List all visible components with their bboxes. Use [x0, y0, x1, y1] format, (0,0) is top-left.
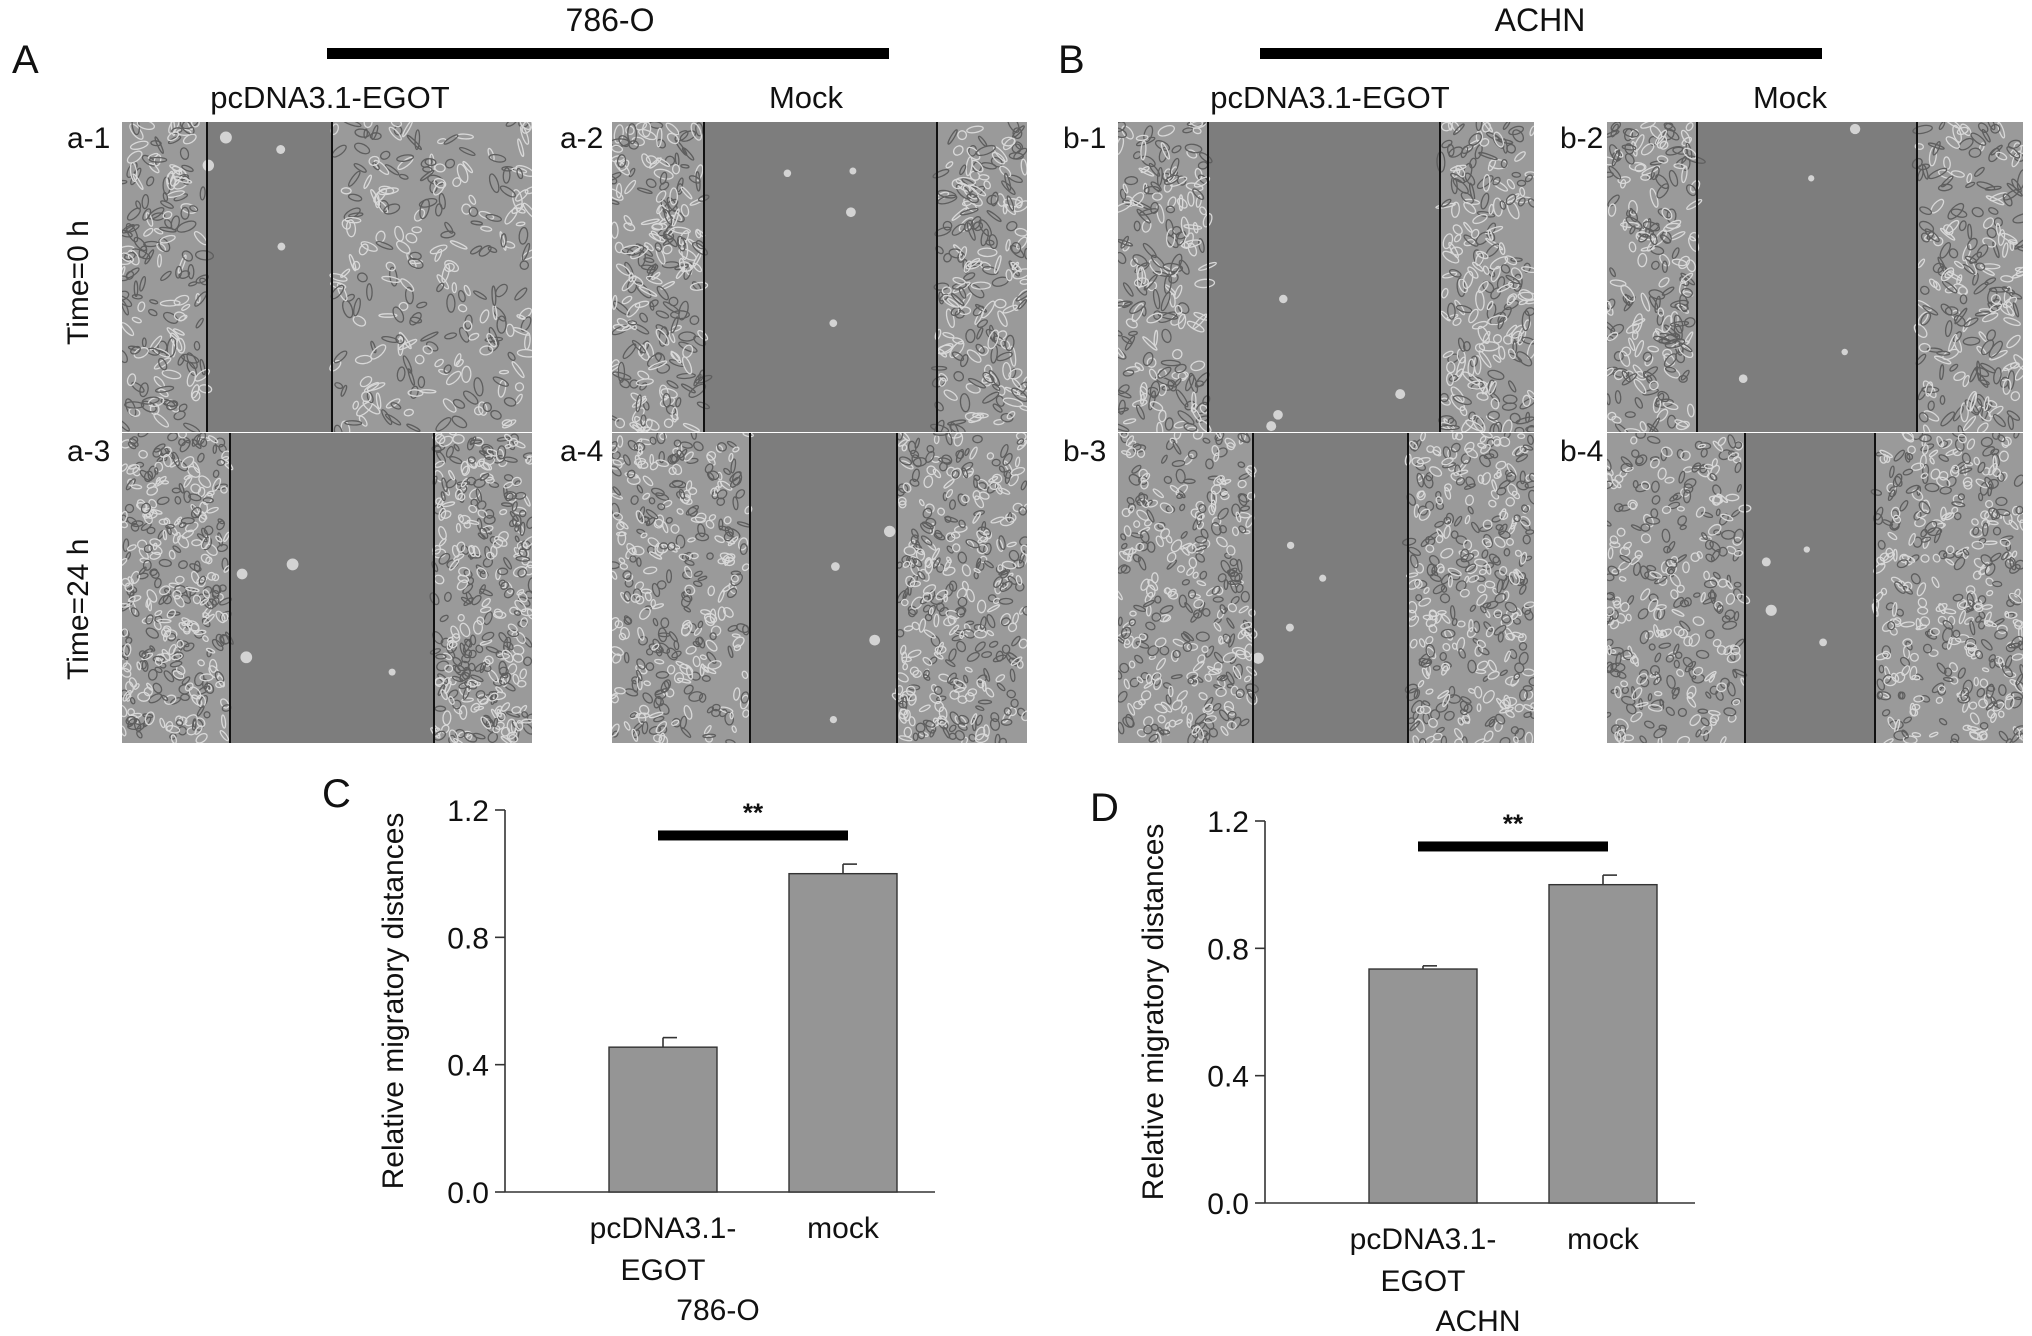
x-tick-label: mock [807, 1212, 880, 1245]
bar [608, 1046, 718, 1193]
image-label-b2: b-2 [1560, 122, 1604, 155]
x-tick-label: pcDNA3.1- [590, 1212, 737, 1245]
bar [1368, 968, 1478, 1204]
cell-line-bar-786o [327, 48, 889, 59]
micrograph-b3 [1118, 433, 1534, 743]
significance-bar [658, 830, 848, 841]
significance-label: ** [1503, 808, 1524, 838]
y-tick-label: 0.0 [447, 1177, 489, 1210]
panel-letter-b: B [1058, 38, 1085, 82]
y-tick-label: 1.2 [447, 795, 489, 828]
significance-label: ** [743, 797, 764, 827]
x-axis-label: 786-O [676, 1294, 759, 1327]
y-tick-label: 1.2 [1207, 806, 1249, 839]
micrograph-b1 [1118, 122, 1534, 432]
y-tick-label: 0.4 [1207, 1061, 1249, 1094]
image-label-a4: a-4 [560, 435, 604, 468]
condition-label-b-mock: Mock [1752, 80, 1828, 115]
bar-chart-c: 0.0 0.4 0.8 1.2 Relative migratory distances… [377, 795, 935, 1327]
condition-label-b-egot: pcDNA3.1-EGOT [1210, 80, 1450, 115]
image-label-a3: a-3 [67, 435, 111, 468]
micrograph-a1 [122, 122, 532, 432]
micrograph-a3 [122, 433, 532, 743]
cell-line-bar-achn [1260, 48, 1822, 59]
condition-label-a-mock: Mock [768, 80, 844, 115]
cell-line-label-786o: 786-O [565, 2, 655, 38]
panel-letter-c: C [322, 772, 351, 816]
image-label-b1: b-1 [1063, 122, 1107, 155]
x-tick-label: mock [1567, 1223, 1640, 1256]
cell-line-label-achn: ACHN [1494, 2, 1586, 38]
image-label-b3: b-3 [1063, 435, 1107, 468]
time-label-0h: Time=0 h [62, 220, 95, 345]
x-tick-label: EGOT [1380, 1265, 1465, 1298]
y-axis-label: Relative migratory distances [1137, 824, 1170, 1201]
y-tick-label: 0.8 [1207, 933, 1249, 966]
panel-letter-d: D [1090, 786, 1119, 830]
micrograph-a2 [612, 122, 1027, 432]
y-tick-label: 0.0 [1207, 1188, 1249, 1221]
y-axis-label: Relative migratory distances [377, 813, 410, 1190]
micrograph-a4 [612, 433, 1027, 743]
condition-label-a-egot: pcDNA3.1-EGOT [210, 80, 450, 115]
image-label-a2: a-2 [560, 122, 604, 155]
bar [788, 872, 898, 1193]
x-tick-label: EGOT [620, 1254, 705, 1287]
image-label-b4: b-4 [1560, 435, 1604, 468]
y-tick-label: 0.4 [447, 1050, 489, 1083]
micrograph-b4 [1607, 433, 2023, 743]
bar-chart-d: 0.0 0.4 0.8 1.2 Relative migratory distances… [1137, 806, 1695, 1336]
time-label-24h: Time=24 h [62, 538, 95, 680]
significance-bar [1418, 841, 1608, 852]
x-tick-label: pcDNA3.1- [1350, 1223, 1497, 1256]
x-axis-label: ACHN [1435, 1305, 1520, 1336]
bar [1548, 883, 1658, 1204]
micrograph-b2 [1607, 122, 2023, 432]
image-label-a1: a-1 [67, 122, 111, 155]
y-tick-label: 0.8 [447, 922, 489, 955]
panel-letter-a: A [12, 38, 39, 82]
